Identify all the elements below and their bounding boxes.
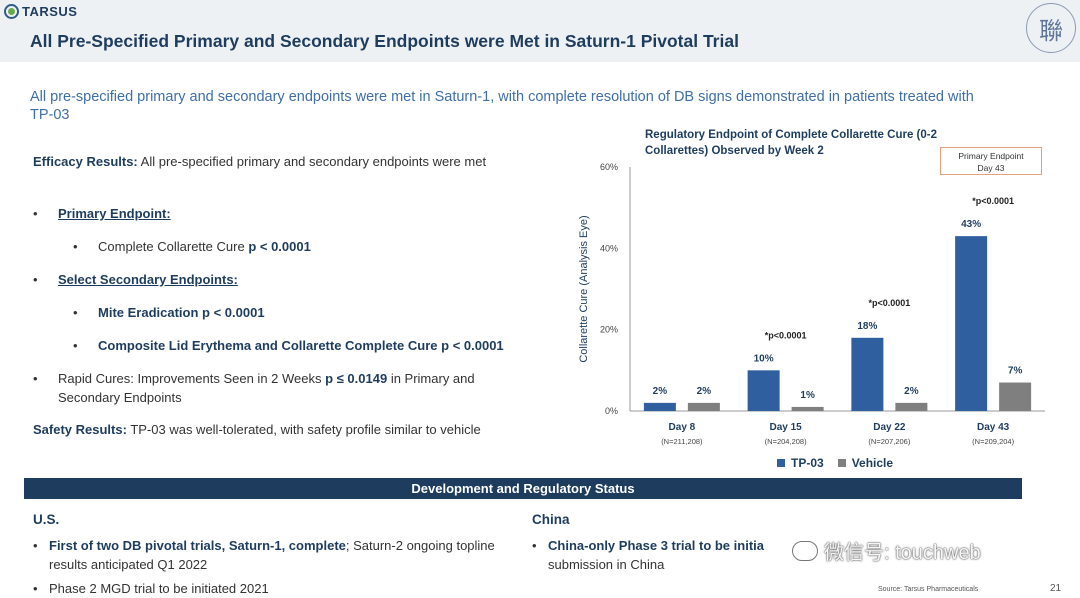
secondary-item-2-label: Composite Lid Erythema and Collarette Co…: [98, 338, 438, 353]
bar-chart: 0% 20% 40% 60% Collarette Cure (Analysis Eye…: [575, 155, 1075, 475]
dev-status-bar: Development and Regulatory Status: [24, 478, 1022, 499]
chart-legend: TP-03 Vehicle: [777, 456, 893, 470]
primary-heading: Primary Endpoint:: [58, 206, 171, 221]
china-item-1-bold: China-only Phase 3 trial to be initia: [548, 538, 764, 553]
legend-swatch-tp03: [777, 459, 785, 467]
data-label: 18%: [857, 321, 877, 332]
rapid-text-1: Rapid Cures: Improvements Seen in 2 Week…: [58, 371, 322, 386]
bullet-icon: •: [33, 272, 38, 287]
logo-icon: [4, 4, 19, 19]
primary-endpoint-box: Primary Endpoint Day 43: [940, 147, 1042, 175]
us-item-1-rest: ; Saturn-2 ongoing topline results antic…: [49, 538, 495, 572]
legend-item-vehicle: Vehicle: [837, 456, 894, 470]
legend-label-tp03: TP-03: [791, 456, 824, 470]
bar-tp03-3: [955, 236, 988, 411]
logo-text: TARSUS: [22, 4, 78, 19]
bar-vehicle-0: [687, 402, 720, 411]
seal-icon: 聯: [1026, 3, 1076, 53]
bar-tp03-0: [643, 402, 676, 411]
safety-label: Safety Results:: [33, 422, 127, 437]
secondary-heading: Select Secondary Endpoints:: [58, 272, 238, 287]
bar-tp03-2: [851, 337, 884, 411]
legend-item-tp03: TP-03: [777, 456, 824, 470]
x-tick-label: Day 15: [770, 422, 803, 433]
watermark-text: 微信号: touchweb: [824, 542, 981, 564]
rapid-text-2: in Primary and Secondary Endpoints: [58, 371, 475, 405]
primary-p-value: p < 0.0001: [248, 239, 311, 254]
x-sublabel: (N=204,208): [765, 437, 807, 446]
secondary-p-value-2: p < 0.0001: [441, 338, 504, 353]
watermark: 微信号: touchweb: [792, 536, 981, 565]
y-axis-label: Collarette Cure (Analysis Eye): [578, 215, 590, 362]
data-label: 43%: [961, 219, 981, 230]
x-tick-label: Day 8: [669, 422, 696, 433]
chart-svg: 0% 20% 40% 60% Collarette Cure (Analysis Eye…: [578, 162, 1045, 446]
bullet-icon: •: [33, 538, 38, 553]
legend-label-vehicle: Vehicle: [851, 456, 894, 470]
x-sublabel: (N=211,208): [661, 437, 703, 446]
primary-item-label: Complete Collarette Cure: [98, 239, 245, 254]
primary-item: Complete Collarette Cure p < 0.0001: [98, 237, 311, 256]
significance-annotation: *p<0.0001: [972, 196, 1014, 206]
company-logo: TARSUS: [4, 4, 77, 19]
rapid-cures: Rapid Cures: Improvements Seen in 2 Week…: [58, 369, 528, 407]
x-tick-label: Day 22: [873, 422, 906, 433]
significance-annotation: *p<0.0001: [868, 298, 910, 308]
bullet-icon: •: [73, 239, 78, 254]
china-item-1-rest: submission in China: [548, 557, 665, 572]
bullet-icon: •: [33, 581, 38, 596]
secondary-item-1-label: Mite Eradication: [98, 305, 199, 320]
bullet-icon: •: [73, 305, 78, 320]
safety-results: Safety Results: TP-03 was well-tolerated…: [33, 420, 523, 439]
chart-title: Regulatory Endpoint of Complete Collaret…: [645, 129, 937, 157]
y-tick-label: 40%: [600, 243, 618, 253]
wechat-icon: [792, 540, 818, 561]
x-tick-label: Day 43: [977, 422, 1010, 433]
bullet-icon: •: [33, 206, 38, 221]
china-item-1: China-only Phase 3 trial to be initia su…: [548, 536, 798, 574]
us-item-1: First of two DB pivotal trials, Saturn-1…: [49, 536, 499, 574]
y-tick-label: 60%: [600, 162, 618, 172]
secondary-item-2: Composite Lid Erythema and Collarette Co…: [98, 336, 538, 355]
bullet-icon: •: [73, 338, 78, 353]
page-title: All Pre-Specified Primary and Secondary …: [30, 31, 739, 51]
source-note: Source: Tarsus Pharmaceuticals: [878, 586, 979, 593]
bar-vehicle-3: [999, 382, 1032, 411]
china-heading: China: [532, 512, 570, 527]
significance-annotation: *p<0.0001: [765, 330, 807, 340]
safety-text: TP-03 was well-tolerated, with safety pr…: [130, 422, 481, 437]
bar-tp03-1: [747, 370, 780, 411]
bullet-icon: •: [532, 538, 537, 553]
us-item-1-bold: First of two DB pivotal trials, Saturn-1…: [49, 538, 346, 553]
x-sublabel: (N=209,204): [972, 437, 1014, 446]
efficacy-label: Efficacy Results:: [33, 154, 138, 169]
us-item-2: Phase 2 MGD trial to be initiated 2021: [49, 581, 269, 596]
secondary-p-value-1: p < 0.0001: [202, 305, 265, 320]
data-label: 2%: [697, 386, 712, 397]
data-label: 2%: [653, 386, 668, 397]
x-sublabel: (N=207,206): [868, 437, 910, 446]
rapid-p-value: p ≤ 0.0149: [325, 371, 388, 386]
data-label: 2%: [904, 386, 919, 397]
secondary-item-1: Mite Eradication p < 0.0001: [98, 303, 265, 322]
y-tick-label: 20%: [600, 325, 618, 335]
page-number: 21: [1050, 583, 1062, 594]
annot-box-line-2: Day 43: [977, 163, 1005, 173]
bar-vehicle-2: [895, 402, 928, 411]
subtitle: All pre-specified primary and secondary …: [30, 89, 974, 123]
y-tick-label: 0%: [605, 406, 618, 416]
annot-box-line-1: Primary Endpoint: [958, 151, 1024, 161]
data-label: 10%: [754, 353, 774, 364]
data-label: 7%: [1008, 366, 1023, 377]
efficacy-summary: Efficacy Results: All pre-specified prim…: [33, 152, 513, 171]
header-bar: TARSUS All Pre-Specified Primary and Sec…: [0, 0, 1080, 62]
legend-swatch-vehicle: [837, 459, 846, 467]
efficacy-text: All pre-specified primary and secondary …: [140, 154, 487, 169]
data-label: 1%: [800, 390, 815, 401]
us-heading: U.S.: [33, 512, 60, 527]
bullet-icon: •: [33, 371, 38, 386]
bar-vehicle-1: [791, 406, 824, 411]
